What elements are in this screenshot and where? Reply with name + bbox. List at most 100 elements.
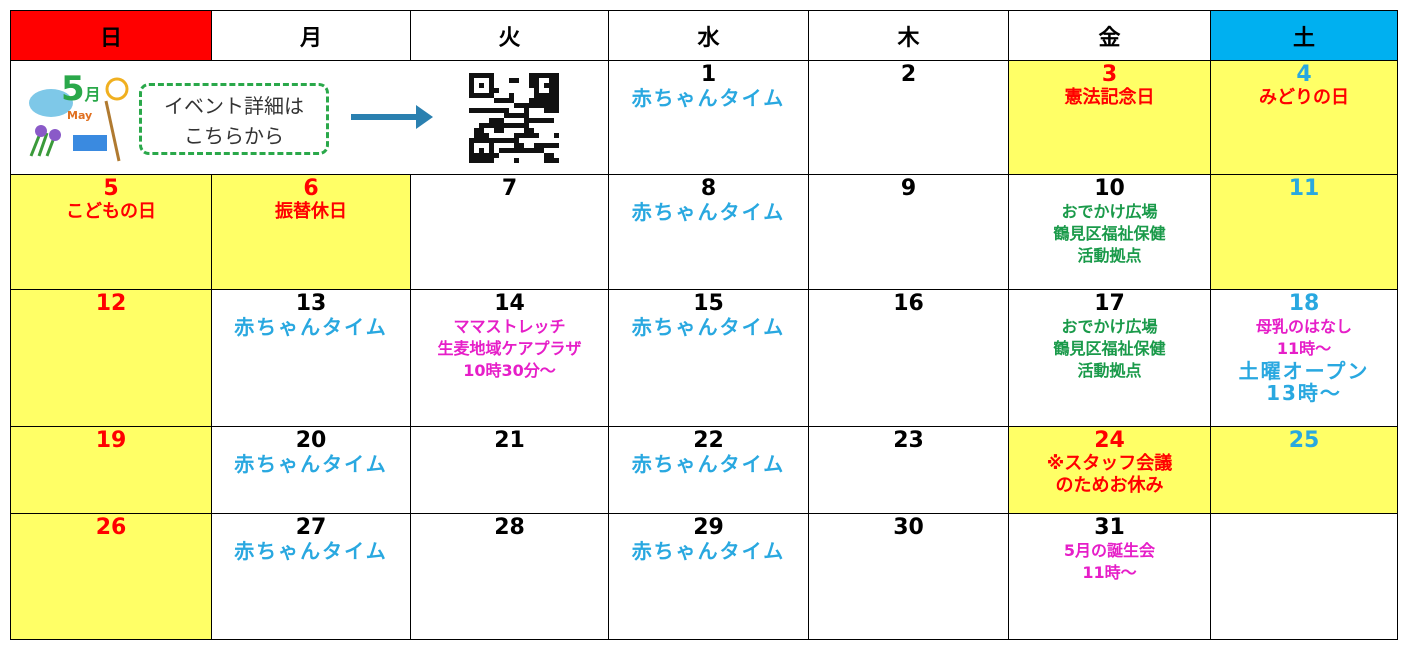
day-cell: 2 <box>808 60 1009 175</box>
day-cell: 3 憲法記念日 <box>1008 60 1211 175</box>
day-number: 19 <box>95 428 127 453</box>
day-cell: 15 赤ちゃんタイム <box>608 289 809 427</box>
icon-number: 5 <box>61 69 85 109</box>
event-text: のためお休み <box>1055 475 1164 496</box>
day-number: 18 <box>1288 291 1320 316</box>
icon-sub: May <box>67 109 93 122</box>
day-number: 10 <box>1094 176 1125 201</box>
day-number: 16 <box>893 291 924 316</box>
day-cell: 28 <box>410 513 609 640</box>
day-cell: 9 <box>808 174 1009 290</box>
event-text: 振替休日 <box>275 201 347 222</box>
calendar-body: 5月 May イベント詳細は こちらから 1 赤ちゃんタイム 2 3 憲法記念日 4 みどりの日 5 こ… <box>10 60 1398 640</box>
day-cell: 6 振替休日 <box>211 174 411 290</box>
day-cell: 26 <box>10 513 212 640</box>
day-cell: 22 赤ちゃんタイム <box>608 426 809 514</box>
day-number: 7 <box>501 176 518 201</box>
day-cell: 24 ※スタッフ会議 のためお休み <box>1008 426 1211 514</box>
weekday-header: 金 <box>1008 10 1211 61</box>
icon-unit: 月 <box>84 85 101 104</box>
weekday-header: 火 <box>410 10 609 61</box>
day-cell: 5 こどもの日 <box>10 174 212 290</box>
event-text: 赤ちゃんタイム <box>631 315 786 339</box>
week-row: 5 こどもの日 6 振替休日 7 8 赤ちゃんタイム 9 10 おでかけ広場 鶴見区福祉保健 活動拠点… <box>10 174 1398 290</box>
day-number: 28 <box>494 515 525 540</box>
day-cell: 20 赤ちゃんタイム <box>211 426 411 514</box>
event-text: 土曜オープン <box>1238 359 1370 383</box>
banner-cell: 5月 May イベント詳細は こちらから <box>10 60 609 175</box>
event-text: 赤ちゃんタイム <box>234 452 388 476</box>
month-icon: 5月 <box>61 71 101 113</box>
day-number: 26 <box>95 515 127 540</box>
event-text: 憲法記念日 <box>1064 87 1155 108</box>
day-cell: 10 おでかけ広場 鶴見区福祉保健 活動拠点 <box>1008 174 1211 290</box>
day-number: 6 <box>303 176 319 201</box>
event-text: 赤ちゃんタイム <box>234 539 388 563</box>
event-text: 11時～ <box>1276 339 1332 358</box>
day-cell: 4 みどりの日 <box>1210 60 1398 175</box>
day-cell: 14 ママストレッチ 生麦地域ケアプラザ 10時30分～ <box>410 289 609 427</box>
day-cell: 17 おでかけ広場 鶴見区福祉保健 活動拠点 <box>1008 289 1211 427</box>
week-row: 5月 May イベント詳細は こちらから 1 赤ちゃんタイム 2 3 憲法記念日 4 みどりの日 <box>10 60 1398 175</box>
day-cell: 16 <box>808 289 1009 427</box>
day-cell: 12 <box>10 289 212 427</box>
header-row: 日月火水木金土 <box>10 10 1398 61</box>
event-text: 赤ちゃんタイム <box>631 200 786 224</box>
day-number: 21 <box>494 428 525 453</box>
day-cell: 1 赤ちゃんタイム <box>608 60 809 175</box>
day-cell: 29 赤ちゃんタイム <box>608 513 809 640</box>
day-cell: 30 <box>808 513 1009 640</box>
day-number: 17 <box>1094 291 1125 316</box>
day-number: 4 <box>1296 62 1312 87</box>
day-number: 27 <box>295 515 327 540</box>
event-text: おでかけ広場 <box>1061 202 1158 221</box>
day-number: 13 <box>295 291 327 316</box>
event-text: 10時30分～ <box>463 361 556 380</box>
day-number: 15 <box>693 291 724 316</box>
weekday-header: 月 <box>211 10 411 61</box>
event-text: おでかけ広場 <box>1061 317 1158 336</box>
day-number: 1 <box>700 62 717 87</box>
day-cell: 19 <box>10 426 212 514</box>
day-number: 2 <box>900 62 917 87</box>
day-number: 3 <box>1101 62 1118 87</box>
day-number: 25 <box>1288 428 1320 453</box>
event-text: 13時～ <box>1266 381 1342 405</box>
day-number: 20 <box>295 428 327 453</box>
day-number: 30 <box>893 515 924 540</box>
day-number: 22 <box>693 428 724 453</box>
week-row: 12 13 赤ちゃんタイム 14 ママストレッチ 生麦地域ケアプラザ 10時30分～ 15 赤ち… <box>10 289 1398 427</box>
day-cell: 8 赤ちゃんタイム <box>608 174 809 290</box>
event-text: 鶴見区福祉保健 <box>1053 339 1166 358</box>
event-text: 赤ちゃんタイム <box>631 86 786 110</box>
event-text: 11時～ <box>1082 563 1137 582</box>
day-cell: 7 <box>410 174 609 290</box>
day-cell: 21 <box>410 426 609 514</box>
event-text: こどもの日 <box>66 201 156 222</box>
event-text: 赤ちゃんタイム <box>631 452 786 476</box>
event-text: 生麦地域ケアプラザ <box>437 339 582 358</box>
banner-graphics <box>29 73 559 163</box>
event-text: 母乳のはなし <box>1255 317 1352 336</box>
week-row: 26 27 赤ちゃんタイム 28 29 赤ちゃんタイム 30 31 5月の誕生会 11時～ <box>10 513 1398 640</box>
day-number: 24 <box>1094 428 1125 453</box>
empty-cell <box>1210 513 1398 640</box>
day-cell: 13 赤ちゃんタイム <box>211 289 411 427</box>
event-text: 活動拠点 <box>1077 246 1142 265</box>
day-number: 31 <box>1094 515 1125 540</box>
day-number: 14 <box>494 291 525 316</box>
event-text: 鶴見区福祉保健 <box>1053 224 1166 243</box>
day-cell: 25 <box>1210 426 1398 514</box>
day-number: 11 <box>1288 176 1320 201</box>
day-cell: 23 <box>808 426 1009 514</box>
calendar: 日月火水木金土 5月 May イベント詳細は こちらから 1 赤ちゃんタイム 2 3 憲法記念日… <box>10 10 1398 640</box>
day-number: 29 <box>693 515 724 540</box>
event-text: ※スタッフ会議 <box>1046 453 1173 474</box>
event-text: 5月の誕生会 <box>1063 541 1156 560</box>
event-text: ママストレッチ <box>453 317 566 336</box>
event-text: 赤ちゃんタイム <box>631 539 786 563</box>
day-cell: 27 赤ちゃんタイム <box>211 513 411 640</box>
week-row: 19 20 赤ちゃんタイム 21 22 赤ちゃんタイム 23 24 ※スタッフ会議 のためお休み 2… <box>10 426 1398 514</box>
day-number: 5 <box>103 176 119 201</box>
event-text: 赤ちゃんタイム <box>234 315 388 339</box>
